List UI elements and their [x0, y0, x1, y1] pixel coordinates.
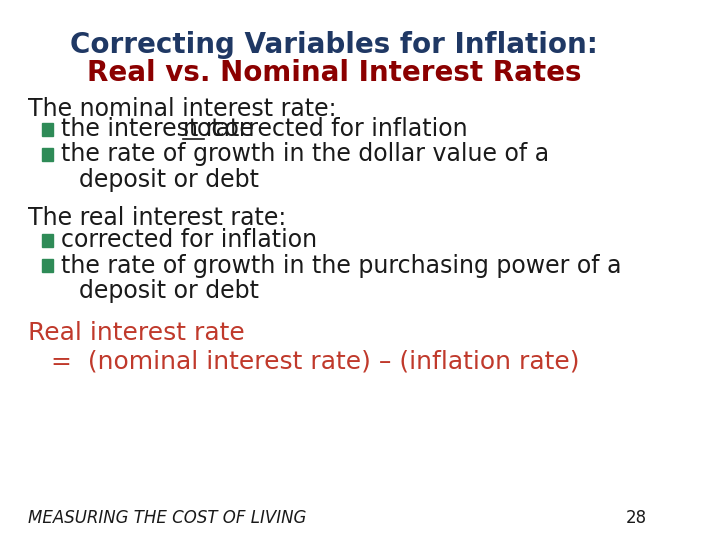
Text: MEASURING THE COST OF LIVING: MEASURING THE COST OF LIVING [28, 509, 307, 527]
Text: the rate of growth in the purchasing power of a: the rate of growth in the purchasing pow… [60, 254, 621, 278]
Text: =  (nominal interest rate) – (inflation rate): = (nominal interest rate) – (inflation r… [51, 349, 580, 374]
Text: Correcting Variables for Inflation:: Correcting Variables for Inflation: [70, 31, 598, 59]
Bar [42, 123, 53, 136]
Text: The real interest rate:: The real interest rate: [28, 206, 287, 230]
Text: deposit or debt: deposit or debt [79, 280, 259, 303]
Text: the rate of growth in the dollar value of a: the rate of growth in the dollar value o… [60, 143, 549, 166]
Text: corrected for inflation: corrected for inflation [204, 117, 467, 141]
Bar [42, 148, 53, 161]
Text: not: not [184, 117, 222, 141]
Text: Real vs. Nominal Interest Rates: Real vs. Nominal Interest Rates [86, 59, 581, 87]
Text: deposit or debt: deposit or debt [79, 168, 259, 192]
Text: The nominal interest rate:: The nominal interest rate: [28, 97, 336, 121]
Text: Real interest rate: Real interest rate [28, 321, 245, 345]
Text: corrected for inflation: corrected for inflation [60, 228, 317, 253]
Text: 28: 28 [626, 509, 647, 527]
Bar [42, 259, 53, 272]
Text: the interest rate: the interest rate [60, 117, 261, 141]
Bar [42, 234, 53, 247]
